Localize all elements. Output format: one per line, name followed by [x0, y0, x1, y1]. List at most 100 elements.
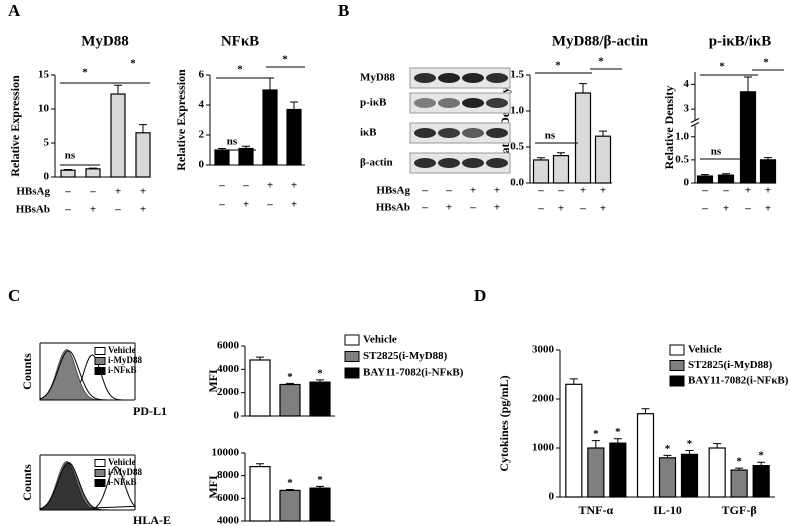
histogram	[39, 350, 135, 401]
legend-label: i-MyD88	[108, 467, 142, 477]
bar	[594, 135, 612, 184]
error-bar	[641, 408, 650, 414]
panel-letter: C	[8, 286, 20, 305]
condition-sign: +	[243, 199, 249, 211]
condition-sign: +	[446, 202, 452, 214]
legend-label: Vehicle	[108, 345, 136, 355]
bar	[552, 155, 570, 184]
blot-band	[438, 73, 460, 83]
significance: ns	[65, 150, 76, 162]
significance: ns	[545, 130, 556, 142]
bar	[238, 147, 254, 166]
bar	[658, 457, 677, 498]
bar	[286, 108, 302, 166]
error-bar	[569, 378, 578, 385]
condition-sign: +	[267, 180, 273, 192]
blot-band	[414, 98, 436, 108]
error-bar	[537, 157, 545, 160]
legend-label: BAY11-7082(i-NFκB)	[363, 367, 464, 379]
legend-label: ST2825(i-MyD88)	[688, 359, 773, 371]
condition-sign: –	[64, 186, 71, 198]
legend-label: Vehicle	[108, 457, 136, 467]
bar	[309, 381, 331, 417]
y-axis-label: Relative Density	[662, 86, 676, 170]
error-bar	[139, 124, 147, 133]
x-tick-label: IL-10	[653, 503, 682, 517]
bar	[110, 93, 126, 178]
condition-label: HBsAb	[16, 204, 50, 216]
legend-swatch	[669, 360, 685, 371]
y-tick-label: 6	[199, 69, 205, 81]
bar	[708, 447, 726, 498]
blot-label: iκB	[360, 127, 377, 139]
y-tick-label: 2000	[217, 386, 240, 398]
error-bar	[256, 356, 264, 360]
bar	[249, 359, 271, 417]
significance: *	[763, 57, 769, 69]
significance: *	[237, 64, 243, 76]
bar	[739, 91, 757, 184]
x-tick-label: TNF-α	[578, 503, 613, 517]
y-tick-label: 0.5	[510, 141, 524, 153]
bar	[249, 466, 271, 522]
error-bar	[599, 130, 607, 137]
x-axis-label: PD-L1	[133, 404, 167, 418]
significance: *	[615, 426, 621, 438]
y-tick-label: 2000	[532, 393, 555, 405]
error-bar	[286, 382, 294, 385]
bar	[532, 159, 550, 184]
y-axis-label: Counts	[20, 353, 34, 390]
legend-swatch	[344, 351, 360, 362]
condition-label: HBsAb	[376, 202, 410, 214]
y-tick-label: 0	[549, 491, 555, 503]
y-tick-label: 15	[38, 69, 50, 81]
legend-swatch	[669, 344, 685, 356]
condition-label: HBsAg	[376, 185, 410, 197]
blot-band	[414, 128, 436, 138]
error-bar	[89, 167, 97, 169]
error-bar	[764, 157, 772, 160]
legend-label: BAY11-7082(i-NFκB)	[688, 375, 789, 387]
legend-label: i-MyD88	[108, 355, 142, 365]
significance: ns	[711, 146, 722, 158]
blot-label: β-actin	[360, 157, 393, 169]
condition-sign: –	[701, 185, 708, 197]
significance: *	[598, 56, 604, 68]
significance: *	[317, 367, 323, 379]
y-tick-label: 1.0	[675, 130, 689, 142]
condition-sign: –	[579, 203, 586, 215]
bar	[309, 487, 331, 522]
bar	[214, 149, 230, 166]
bar	[752, 465, 770, 498]
error-bar	[266, 77, 274, 90]
significance: *	[665, 443, 671, 455]
bar	[262, 89, 278, 166]
condition-sign: –	[89, 186, 96, 198]
condition-sign: +	[600, 185, 606, 197]
bar	[759, 159, 777, 184]
error-bar	[316, 379, 324, 383]
condition-sign: +	[291, 180, 297, 192]
condition-sign: –	[218, 180, 225, 192]
bar	[730, 469, 748, 498]
chart-title: MyD88	[81, 33, 129, 49]
y-tick-label: 0	[234, 410, 240, 422]
panel-letter: B	[338, 1, 349, 20]
y-tick-label: 0.5	[675, 153, 689, 165]
condition-sign: –	[242, 180, 249, 192]
y-tick-label: 0	[44, 171, 50, 183]
condition-sign: –	[469, 202, 476, 214]
error-bar	[722, 173, 730, 176]
condition-sign: +	[765, 203, 771, 215]
legend-label: Vehicle	[688, 344, 722, 356]
error-bar	[579, 83, 587, 93]
y-tick-label: 2	[199, 129, 205, 141]
condition-sign: +	[494, 202, 500, 214]
condition-sign: +	[470, 185, 476, 197]
significance: *	[282, 54, 288, 66]
error-bar	[256, 463, 264, 467]
y-tick-label: 0.0	[510, 177, 524, 189]
condition-sign: +	[140, 186, 146, 198]
significance: *	[687, 438, 693, 450]
condition-sign: –	[557, 185, 564, 197]
